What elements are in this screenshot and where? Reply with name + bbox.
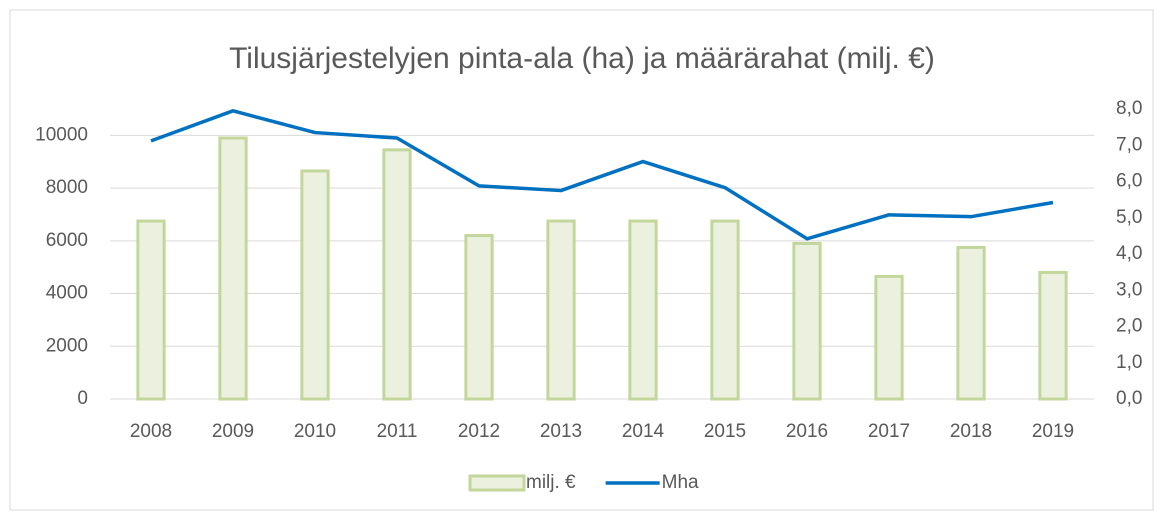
y2-tick-label: 6,0 — [1116, 171, 1142, 192]
x-tick-label: 2018 — [950, 421, 992, 442]
y-tick-label: 6000 — [46, 230, 88, 251]
y2-tick-label: 5,0 — [1116, 207, 1142, 228]
bar — [300, 169, 330, 401]
y2-tick-label: 4,0 — [1116, 243, 1142, 264]
x-tick-label: 2017 — [868, 421, 910, 442]
bar — [874, 274, 904, 401]
bar — [956, 245, 986, 401]
y2-tick-label: 0,0 — [1116, 388, 1142, 409]
y-tick-label: 0 — [77, 388, 88, 409]
bar — [792, 241, 822, 401]
line — [150, 109, 1054, 241]
x-tick-label: 2019 — [1032, 421, 1074, 442]
legend-label: milj. € — [526, 472, 576, 493]
x-tick-label: 2008 — [130, 421, 172, 442]
bar — [218, 136, 248, 401]
bar — [136, 219, 166, 401]
bar — [382, 148, 412, 401]
bar — [546, 219, 576, 401]
bar — [1038, 270, 1068, 401]
y-tick-label: 4000 — [46, 283, 88, 304]
x-tick-label: 2016 — [786, 421, 828, 442]
x-tick-label: 2011 — [377, 421, 418, 442]
bar — [710, 219, 740, 401]
y-tick-label: 8000 — [46, 177, 88, 198]
x-tick-label: 2009 — [212, 421, 254, 442]
legend-label: Mha — [662, 472, 699, 493]
y2-tick-label: 2,0 — [1116, 316, 1142, 337]
y2-tick-label: 1,0 — [1116, 352, 1142, 373]
y2-tick-label: 3,0 — [1116, 279, 1142, 300]
x-tick-label: 2013 — [540, 421, 582, 442]
y-tick-label: 2000 — [46, 335, 88, 356]
x-tick-label: 2015 — [704, 421, 746, 442]
bar — [464, 234, 494, 401]
legend-swatch — [468, 474, 526, 492]
x-tick-label: 2012 — [458, 421, 500, 442]
bar — [628, 219, 658, 401]
x-tick-label: 2010 — [294, 421, 336, 442]
y2-tick-label: 7,0 — [1116, 134, 1142, 155]
y2-tick-label: 8,0 — [1116, 98, 1142, 119]
y-tick-label: 10000 — [35, 124, 88, 145]
chart-title: Tilusjärjestelyjen pinta-ala (ha) ja mää… — [229, 42, 935, 75]
x-tick-label: 2014 — [622, 421, 665, 442]
